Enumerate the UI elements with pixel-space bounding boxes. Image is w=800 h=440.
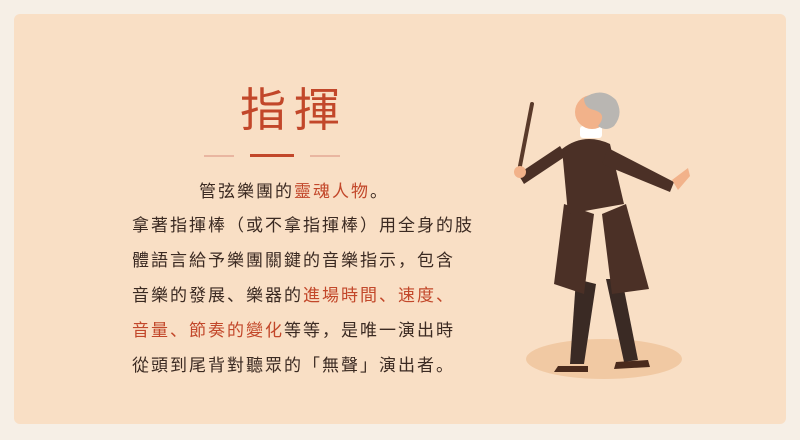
intro-text: 管弦樂團的 [199,182,294,202]
body-line-1: 拿著指揮棒（或不拿指揮棒）用全身的肢 [132,216,474,236]
body-line-4-highlight: 音量、節奏的變化 [132,321,284,341]
intro-highlight: 靈魂人物 [294,182,370,202]
title-divider-center [250,154,294,157]
intro-line: 管弦樂團的靈魂人物。 [14,177,574,202]
body-line-3-highlight: 進場時間、速度、 [303,286,455,306]
content-card: 指揮 管弦樂團的靈魂人物。 拿著指揮棒（或不拿指揮棒）用全身的肢 體語言給予樂團… [14,14,786,424]
title-divider-left [204,155,234,157]
intro-end: 。 [370,182,389,202]
body-line-5: 從頭到尾背對聽眾的「無聲」演出者。 [132,356,455,376]
body-line-4-text: 等等，是唯一演出時 [284,321,455,341]
body-line-3-text: 音樂的發展、樂器的 [132,286,303,306]
body-line-4: 音量、節奏的變化等等，是唯一演出時 [132,316,492,341]
title-divider-right [310,155,340,157]
conductor-illustration [514,92,690,379]
page-title: 指揮 [240,83,348,137]
body-line-2: 體語言給予樂團關鍵的音樂指示，包含 [132,251,455,271]
body-line-3: 音樂的發展、樂器的進場時間、速度、 [132,281,492,306]
